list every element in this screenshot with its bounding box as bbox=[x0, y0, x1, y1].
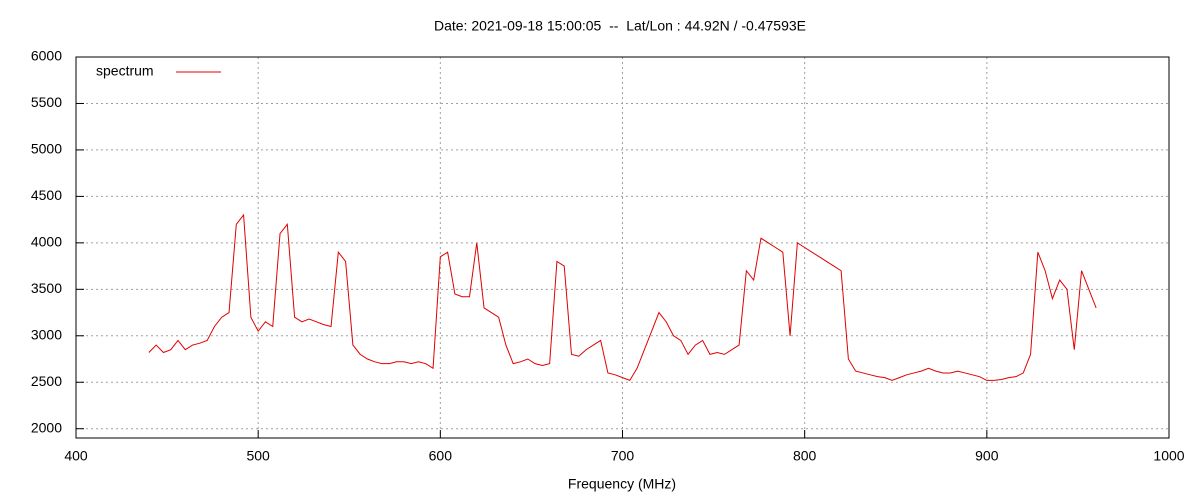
y-tick-label: 3000 bbox=[31, 326, 62, 342]
x-tick-label: 600 bbox=[429, 448, 453, 464]
x-tick-label: 800 bbox=[793, 448, 817, 464]
line-series bbox=[148, 213, 1097, 382]
legend-label: spectrum bbox=[96, 63, 154, 79]
y-tick-label: 5000 bbox=[31, 141, 62, 157]
chart-title: Date: 2021-09-18 15:00:05 -- Lat/Lon : 4… bbox=[434, 18, 806, 34]
y-tick-label: 2500 bbox=[31, 373, 62, 389]
x-tick-label: 400 bbox=[64, 448, 88, 464]
x-tick-label: 700 bbox=[611, 448, 635, 464]
x-tick-label: 500 bbox=[246, 448, 270, 464]
x-tick-label: 900 bbox=[975, 448, 999, 464]
y-tick-label: 5500 bbox=[31, 94, 62, 110]
y-tick-label: 6000 bbox=[31, 48, 62, 64]
y-tick-label: 2000 bbox=[31, 419, 62, 435]
x-axis-label: Frequency (MHz) bbox=[568, 476, 676, 492]
y-tick-label: 3500 bbox=[31, 280, 62, 296]
x-tick-label: 1000 bbox=[1153, 448, 1184, 464]
y-tick-label: 4500 bbox=[31, 187, 62, 203]
y-tick-label: 4000 bbox=[31, 234, 62, 250]
plot-frame bbox=[75, 56, 1170, 439]
